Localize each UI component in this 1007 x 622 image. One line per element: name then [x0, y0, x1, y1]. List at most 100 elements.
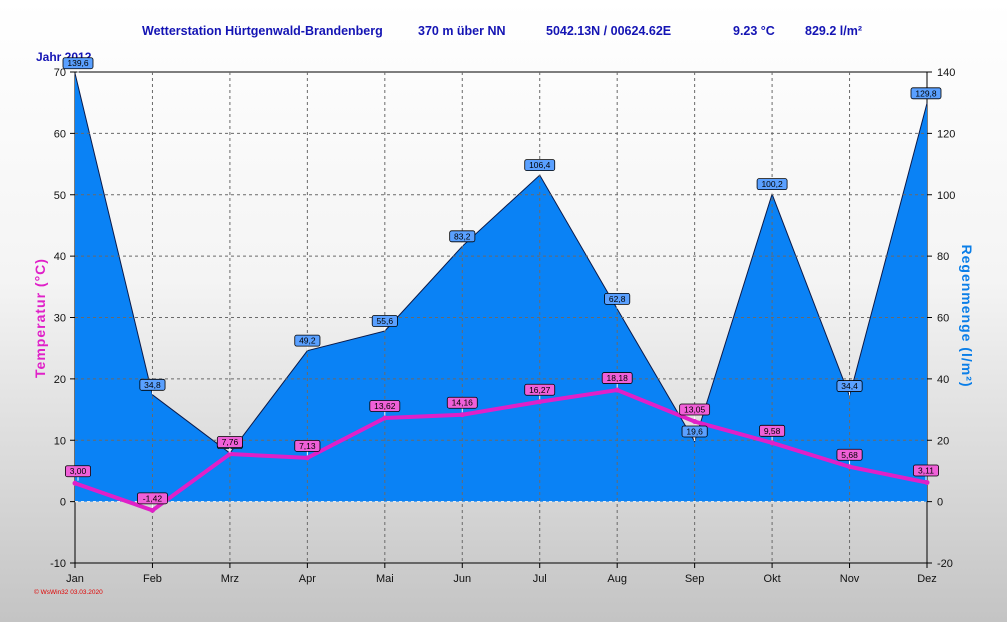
rain-data-label: 106,4 [524, 159, 556, 175]
label-box [449, 230, 476, 243]
temperature-point [382, 415, 388, 421]
temperature-data-label: 3,00 [65, 465, 92, 481]
label-text: 62,8 [609, 294, 626, 304]
left-axis-tick-label: 70 [54, 67, 66, 79]
rain-data-label: 55,6 [371, 315, 398, 331]
temperature-data-label: 7,13 [294, 439, 321, 456]
temperature-line [74, 388, 928, 513]
footer-note: © WsWin32 03.03.2020 [34, 589, 103, 596]
temperature-point [614, 387, 620, 393]
label-text: 5,68 [841, 450, 858, 460]
label-text: 100,2 [761, 179, 783, 189]
label-box [756, 178, 788, 191]
label-text: 14,16 [452, 398, 474, 408]
label-text: 34,4 [841, 381, 858, 391]
total-rainfall: 829.2 l/m² [805, 24, 862, 38]
label-text: 16,27 [529, 385, 551, 395]
temperature-line-layer [72, 387, 930, 513]
label-box [216, 436, 243, 448]
station-name: Wetterstation Hürtgenwald-Brandenberg [142, 24, 383, 38]
label-box [836, 448, 863, 461]
label-text: 7,13 [299, 441, 316, 451]
temperature-data-label: -1,42 [137, 492, 168, 508]
temperature-point [537, 399, 543, 405]
right-axis-tick-label: 120 [937, 128, 955, 140]
label-text: 7,76 [222, 437, 239, 447]
temperature-data-label: 13,05 [679, 403, 711, 420]
rain-data-label: 62,8 [604, 293, 631, 309]
label-box [910, 87, 942, 100]
label-text: 55,6 [377, 316, 394, 326]
x-axis-tick-label: Okt [764, 573, 781, 585]
data-label-layer: 139,634,815,849,255,683,2106,462,819,610… [62, 57, 942, 508]
label-box [759, 424, 786, 437]
label-box [524, 159, 556, 172]
rain-area [75, 73, 927, 502]
x-axis-tick-label: Dez [917, 573, 937, 585]
label-text: 49,2 [299, 336, 316, 346]
label-text: 3,00 [70, 466, 87, 476]
x-axis-tick-label: Mai [376, 573, 394, 585]
temperature-point [149, 507, 155, 513]
rain-data-label: 100,2 [756, 178, 788, 194]
label-box [601, 372, 633, 384]
left-axis-tick-label: -10 [50, 558, 66, 570]
right-axis-title: Regenmenge (l/m²) [959, 244, 975, 387]
label-box [836, 380, 863, 392]
right-axis-tick-label: 0 [937, 497, 943, 509]
label-text: 19,6 [686, 426, 703, 436]
label-box [137, 492, 168, 505]
rain-data-label: 19,6 [681, 425, 708, 441]
temperature-data-label: 7,76 [216, 436, 243, 452]
left-axis-tick-label: 20 [54, 374, 66, 386]
chart-header: Wetterstation Hürtgenwald-Brandenberg 37… [0, 24, 1007, 44]
left-axis-tick-label: 0 [60, 497, 66, 509]
label-text: 83,2 [454, 231, 471, 241]
label-box [62, 57, 94, 70]
temperature-data-label: 5,68 [836, 448, 863, 465]
label-box [294, 439, 321, 452]
station-coordinates: 5042.13N / 00624.62E [546, 24, 672, 38]
left-axis-tick-label: 40 [54, 251, 66, 263]
temperature-data-label: 18,18 [601, 372, 633, 388]
label-text: 3,11 [918, 466, 934, 476]
temperature-data-label: 3,11 [913, 464, 940, 481]
x-axis-tick-label: Feb [143, 573, 162, 585]
label-box [679, 403, 711, 416]
temperature-data-label: 14,16 [446, 396, 478, 413]
label-box [139, 378, 166, 391]
right-axis-tick-label: 20 [937, 435, 949, 447]
right-axis-tick-label: 80 [937, 251, 949, 263]
x-axis-tick-label: Jun [453, 573, 471, 585]
label-text: 129,8 [915, 88, 937, 98]
label-box [524, 383, 556, 396]
label-text: 34,8 [144, 380, 161, 390]
right-axis-tick-label: -20 [937, 558, 953, 570]
rain-data-label: 34,8 [139, 378, 166, 395]
station-altitude: 370 m über NN [418, 24, 506, 38]
rain-area-layer [74, 73, 928, 502]
label-text: 18,18 [607, 373, 629, 383]
left-axis-tick-label: 50 [54, 190, 66, 202]
label-text: -1,42 [143, 493, 163, 503]
x-axis-tick-label: Sep [685, 573, 705, 585]
left-axis-title: Temperatur (°C) [32, 258, 48, 378]
x-axis-tick-label: Apr [299, 573, 316, 585]
temperature-data-label: 9,58 [759, 424, 786, 441]
left-axis-tick-label: 60 [54, 128, 66, 140]
x-axis-tick-label: Jan [66, 573, 84, 585]
label-box [446, 396, 478, 409]
label-text: 106,4 [529, 160, 551, 170]
rain-data-label: 34,4 [836, 380, 863, 396]
x-axis-tick-label: Mrz [221, 573, 239, 585]
label-text: 13,05 [684, 405, 706, 415]
temperature-point [924, 480, 930, 486]
mean-temperature: 9.23 °C [733, 24, 775, 38]
rain-data-label: 49,2 [294, 334, 321, 351]
temperature-point [692, 419, 698, 425]
temperature-point [847, 464, 853, 470]
label-box [294, 334, 321, 347]
right-axis-tick-label: 60 [937, 313, 949, 325]
label-text: 139,6 [67, 58, 89, 68]
